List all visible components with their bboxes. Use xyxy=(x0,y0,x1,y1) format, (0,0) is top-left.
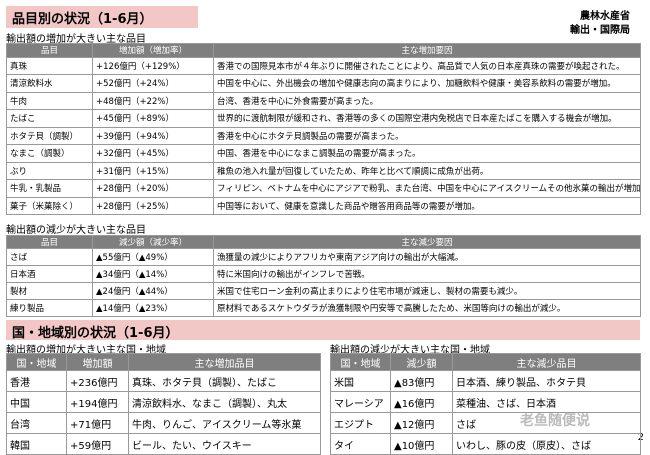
cell: 牛肉 xyxy=(6,91,93,110)
section-header: 品目別の状況（1-6月） xyxy=(6,6,198,28)
column-header: 主な減少品目 xyxy=(452,353,641,371)
cell: 世界的に渡航制限が緩和され、香港等の多くの国際空港内免税店で日本産たばこを購入す… xyxy=(213,109,641,128)
cell: ▲34億円（▲14%） xyxy=(92,265,214,283)
cell: ▲24億円（▲44%） xyxy=(92,282,214,300)
column-header: 品目 xyxy=(6,43,93,58)
cell: 製材 xyxy=(6,282,93,300)
cell: 清涼飲料水 xyxy=(6,74,93,93)
cell: 清涼飲料水、なまこ（調製）、丸太 xyxy=(128,391,321,413)
cell: +236億円 xyxy=(66,370,129,392)
column-header: 主な増加品目 xyxy=(128,353,321,371)
cell: マレーシア xyxy=(330,391,391,413)
column-header: 減少額（減少率） xyxy=(92,235,214,249)
cell: ぶり xyxy=(6,161,93,180)
cell: ▲55億円（▲49%） xyxy=(92,248,214,266)
cell: +31億円（+15%） xyxy=(92,161,214,180)
cell: +39億円（+94%） xyxy=(92,126,214,145)
cell: 香港 xyxy=(6,370,67,392)
section-header: 国・地域別の状況（1-6月） xyxy=(6,320,640,341)
cell: さば xyxy=(6,248,93,266)
cell: +28億円（+25%） xyxy=(92,196,214,215)
column-header: 増加額 xyxy=(66,353,129,371)
cell: 韓国 xyxy=(6,433,67,455)
cell: +52億円（+24%） xyxy=(92,74,214,93)
cell: +71億円 xyxy=(66,412,129,434)
column-header: 主な増加要因 xyxy=(213,43,641,58)
cell: 台湾 xyxy=(6,412,67,434)
cell: 練り製品 xyxy=(6,299,93,317)
table-title: 輸出額の増加が大きい主な品目 xyxy=(6,34,146,45)
cell: ▲14億円（▲23%） xyxy=(92,299,214,317)
table-title: 輸出額の減少が大きい主な国・地域 xyxy=(330,345,490,356)
cell: 中国、香港を中心になまこ調製品の需要が高まった。 xyxy=(213,144,641,163)
cell: 真珠 xyxy=(6,56,93,75)
cell: さば xyxy=(452,412,641,434)
cell: 菜種油、さば、日本酒 xyxy=(452,391,641,413)
cell: +194億円 xyxy=(66,391,129,413)
table-title: 輸出額の増加が大きい主な国・地域 xyxy=(6,345,166,356)
cell: 牛肉、りんご、アイスクリーム等氷菓 xyxy=(128,412,321,434)
cell: +59億円 xyxy=(66,433,129,455)
column-header: 主な減少要因 xyxy=(213,235,641,249)
column-header: 国・地域 xyxy=(6,353,67,371)
cell: 米国で住宅ローン金利の高止まりにより住宅市場が減速し、製材の需要も減少。 xyxy=(213,282,641,300)
cell: 香港を中心にホタテ貝調製品の需要が高まった。 xyxy=(213,126,641,145)
cell: +28億円（+20%） xyxy=(92,179,214,198)
cell: 特に米国向けの輸出がインフレで苦戦。 xyxy=(213,265,641,283)
cell: タイ xyxy=(330,433,391,455)
table: 品目 増加額（増加率） 主な増加要因真珠 +126億円（+129%） 香港での国際見本市… xyxy=(6,43,641,215)
cell: ▲83億円 xyxy=(390,370,453,392)
table: 品目 減少額（減少率） 主な減少要因さば ▲55億円（▲49%） 漁獲量の減少によりアフ… xyxy=(6,235,641,317)
org: 農林水産省輸出・国際局 xyxy=(570,10,630,38)
cell: フィリピン、ベトナムを中心にアジアで粉乳、また台湾、中国を中心にアイスクリームそ… xyxy=(213,179,641,198)
cell: ビール、たい、ウイスキー xyxy=(128,433,321,455)
table: 国・地域 増加額 主な増加品目香港 +236億円 真珠、ホタテ貝（調製）、たばこ中国 +1… xyxy=(6,353,321,455)
cell: 日本酒、練り製品、ホタテ貝 xyxy=(452,370,641,392)
cell: ▲16億円 xyxy=(390,391,453,413)
cell: 香港での国際見本市が４年ぶりに開催されたことにより、高品質で人気の日本産真珠の需… xyxy=(213,56,641,75)
cell: 菓子（米菓除く） xyxy=(6,196,93,215)
bureau: 輸出・国際局 xyxy=(570,25,630,36)
cell: いわし、豚の皮（原皮）、さば xyxy=(452,433,641,455)
cell: +126億円（+129%） xyxy=(92,56,214,75)
cell: ホタテ貝（調製） xyxy=(6,126,93,145)
cell: ▲10億円 xyxy=(390,433,453,455)
table-title: 輸出額の減少が大きい主な品目 xyxy=(6,225,146,236)
cell: 中国等において、健康を意識した商品や贈答用商品等の需要が増加。 xyxy=(213,196,641,215)
cell: 台湾、香港を中心に外食需要が高まった。 xyxy=(213,91,641,110)
cell: エジプト xyxy=(330,412,391,434)
cell: +32億円（+45%） xyxy=(92,144,214,163)
page-number: 2 xyxy=(637,432,644,443)
cell: +45億円（+89%） xyxy=(92,109,214,128)
cell: 真珠、ホタテ貝（調製）、たばこ xyxy=(128,370,321,392)
cell: ▲12億円 xyxy=(390,412,453,434)
cell: 原材料であるスケトウダラが漁獲制限や円安等で高騰したため、米国等向けの輸出が減少… xyxy=(213,299,641,317)
column-header: 減少額 xyxy=(390,353,453,371)
column-header: 国・地域 xyxy=(330,353,391,371)
cell: なまこ（調製） xyxy=(6,144,93,163)
cell: 中国 xyxy=(6,391,67,413)
cell: +48億円（+22%） xyxy=(92,91,214,110)
cell: たばこ xyxy=(6,109,93,128)
cell: 米国 xyxy=(330,370,391,392)
table: 国・地域 減少額 主な減少品目 米国 ▲83億円 日本酒、練り製品、ホタテ貝 マレーシア ▲1… xyxy=(330,353,641,455)
cell: 日本酒 xyxy=(6,265,93,283)
cell: 漁獲量の減少によりアフリカや東南アジア向けの輸出が大幅減。 xyxy=(213,248,641,266)
cell: 中国を中心に、外出機会の増加や健康志向の高まりにより、加糖飲料や健康・美容系飲料… xyxy=(213,74,641,93)
column-header: 増加額（増加率） xyxy=(92,43,214,58)
column-header: 品目 xyxy=(6,235,93,249)
cell: 牛乳・乳製品 xyxy=(6,179,93,198)
cell: 稚魚の池入れ量が回復していたため、昨年と比べて順調に成魚が出荷。 xyxy=(213,161,641,180)
org-name: 農林水産省 xyxy=(580,11,630,22)
